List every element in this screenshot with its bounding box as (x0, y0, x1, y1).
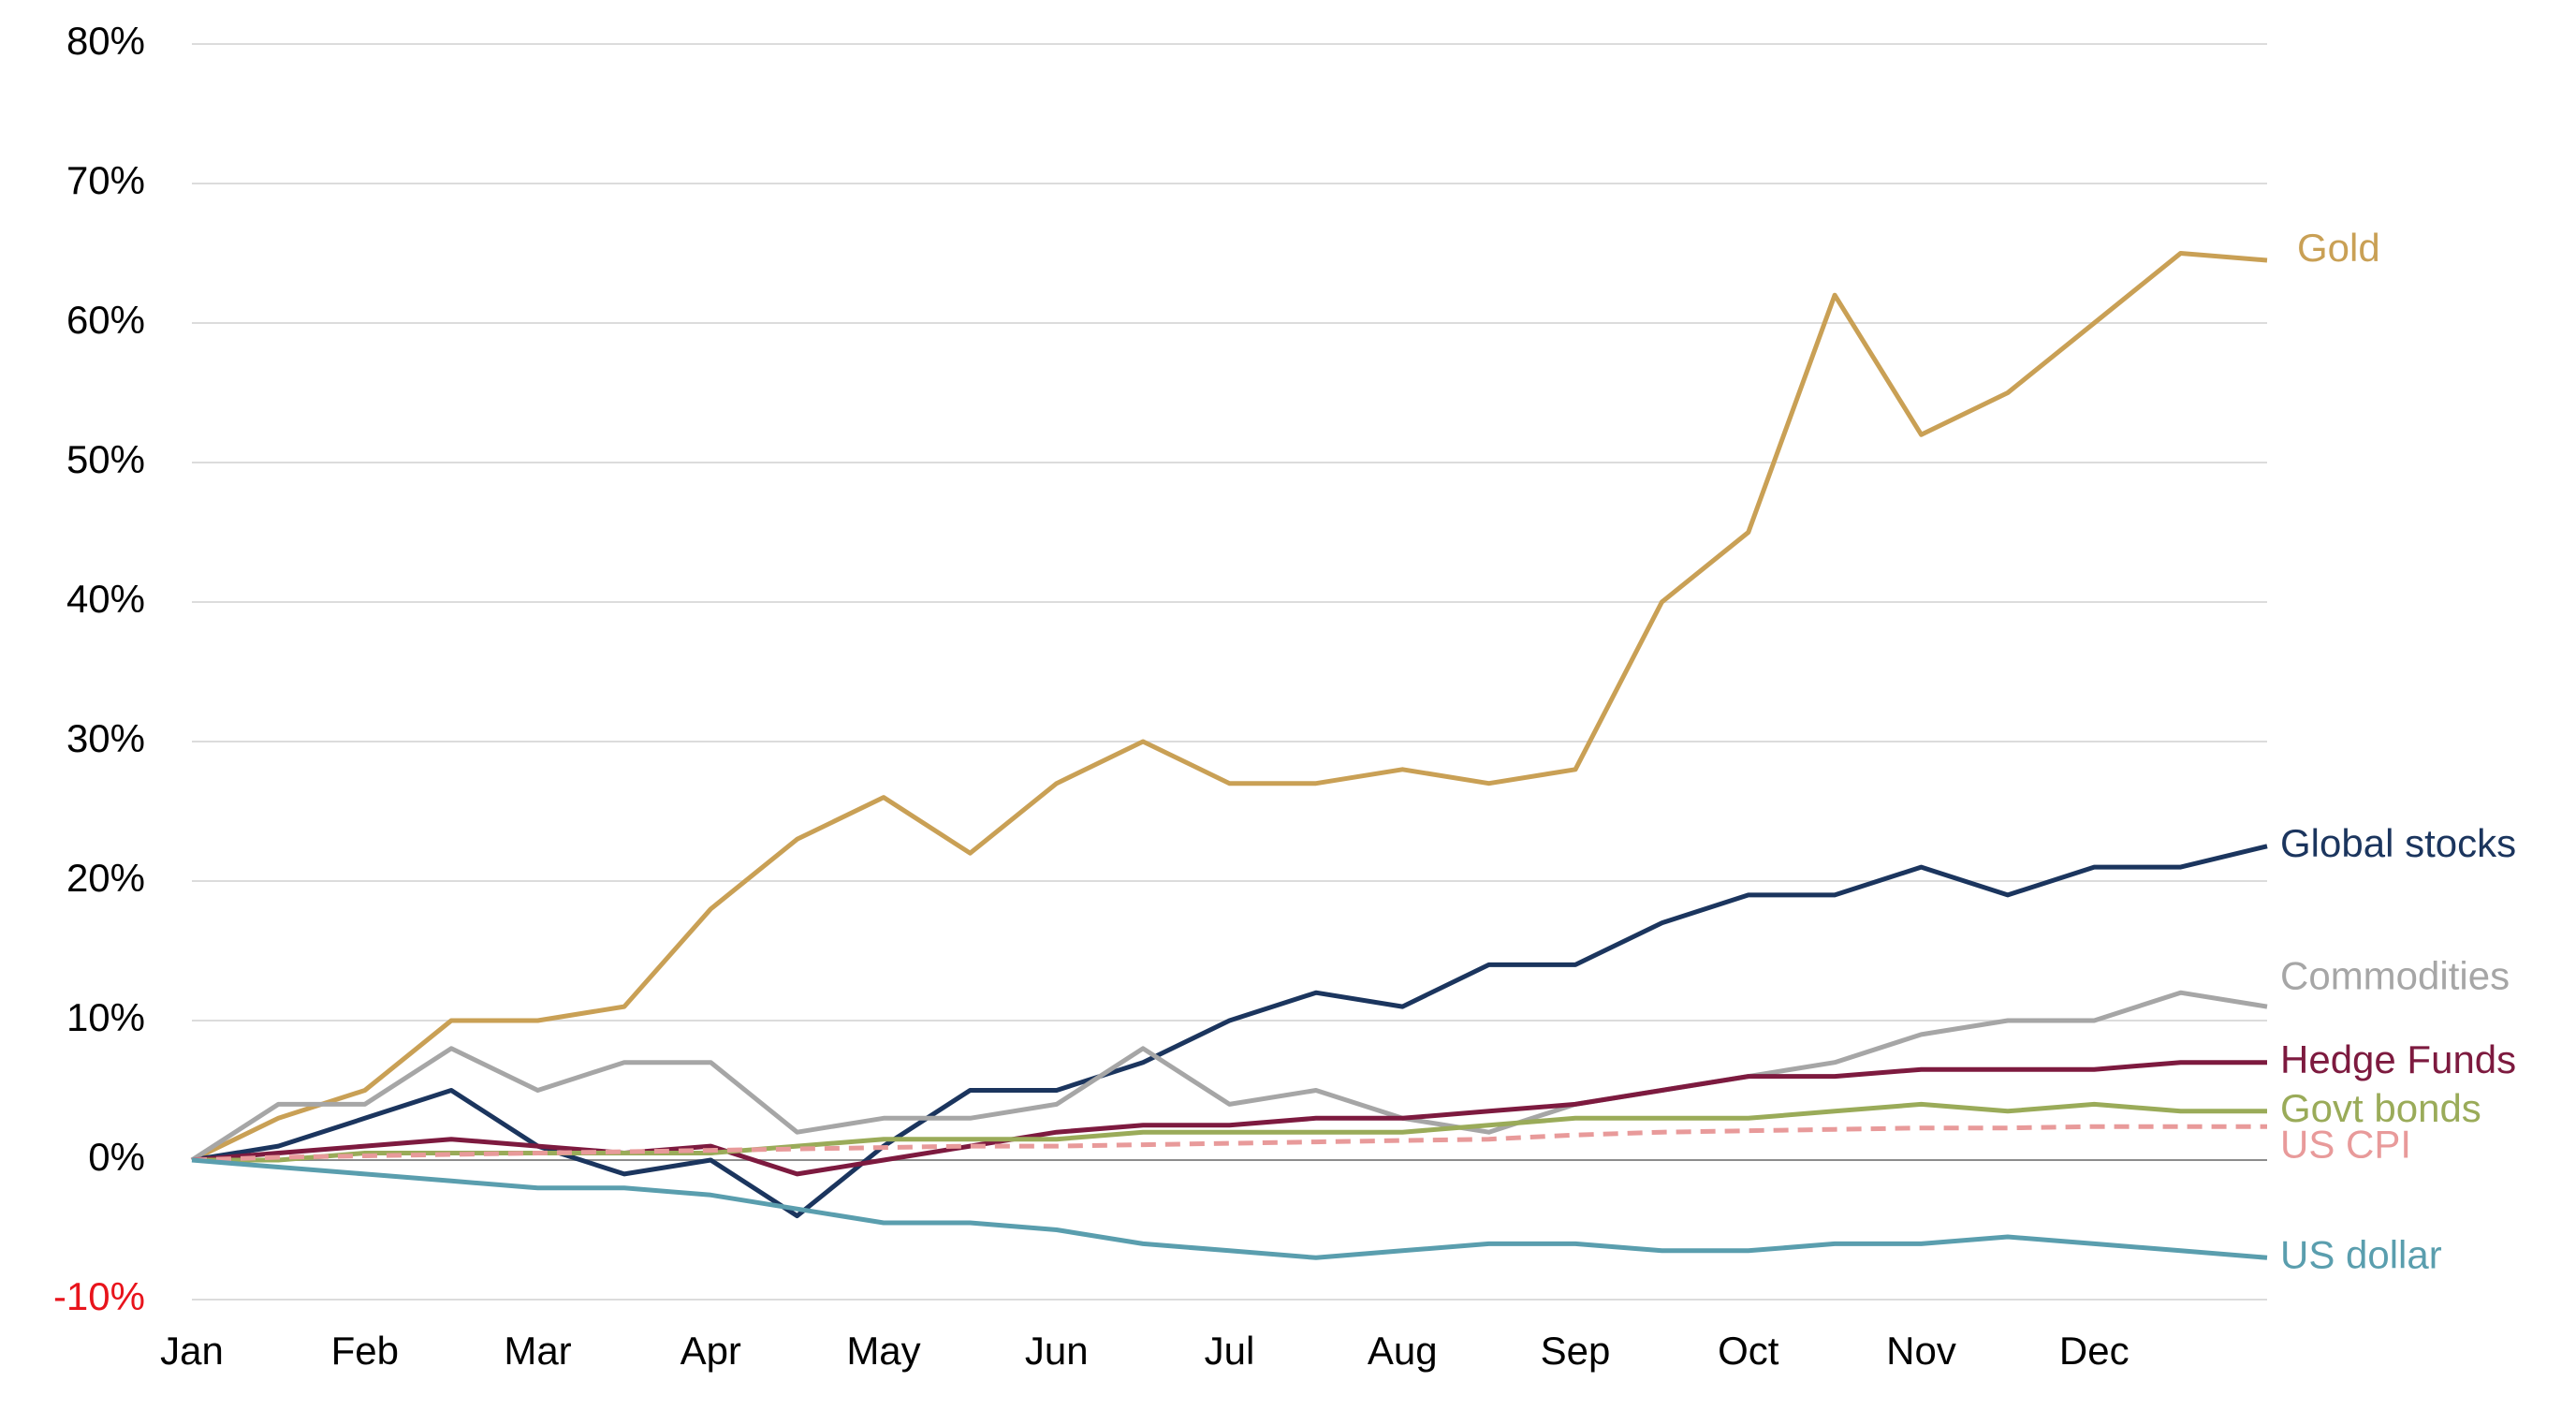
series-label: US CPI (2280, 1123, 2411, 1167)
x-tick-label: Aug (1368, 1329, 1438, 1373)
series-line (190, 251, 2268, 1163)
series-line (191, 1124, 2267, 1163)
series-line (191, 1060, 2267, 1177)
x-tick-label: Mar (504, 1329, 571, 1373)
y-tick-label: 60% (66, 298, 145, 342)
series-line (192, 1101, 2267, 1163)
x-tick-label: Jan (160, 1329, 224, 1373)
series-line (191, 1157, 2268, 1260)
y-tick-label: 10% (66, 995, 145, 1039)
x-tick-label: Jul (1205, 1329, 1255, 1373)
y-tick-label: 70% (66, 158, 145, 202)
x-tick-label: May (846, 1329, 920, 1373)
y-tick-label: 50% (66, 437, 145, 481)
x-tick-label: Nov (1886, 1329, 1956, 1373)
x-tick-label: Feb (331, 1329, 399, 1373)
x-tick-label: Apr (681, 1329, 741, 1373)
series-line (190, 990, 2268, 1163)
y-tick-label: 30% (66, 716, 145, 760)
y-tick-label: 0% (88, 1135, 145, 1179)
x-tick-label: Sep (1541, 1329, 1611, 1373)
y-tick-label: 20% (66, 856, 145, 900)
y-tick-label: 80% (66, 19, 145, 63)
y-tick-label: -10% (53, 1274, 145, 1318)
x-tick-label: Jun (1025, 1329, 1089, 1373)
series-label: Govt bonds (2280, 1086, 2481, 1130)
series-label: US dollar (2280, 1232, 2442, 1276)
x-tick-label: Oct (1718, 1329, 1779, 1373)
series-label: Gold (2297, 226, 2380, 270)
series-label: Commodities (2280, 953, 2510, 997)
y-tick-label: 40% (66, 577, 145, 621)
x-tick-label: Dec (2059, 1329, 2130, 1373)
series-label: Hedge Funds (2280, 1037, 2516, 1081)
series-label: Global stocks (2280, 821, 2516, 865)
